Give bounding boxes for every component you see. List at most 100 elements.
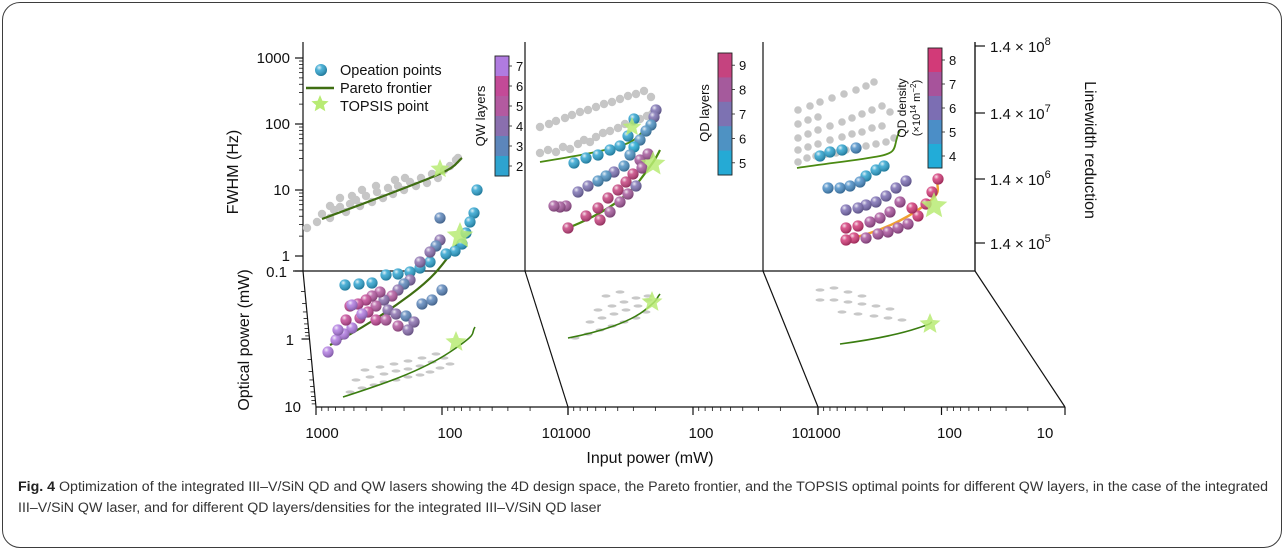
operation-point — [890, 182, 902, 194]
operation-point — [404, 266, 416, 278]
gray-point — [613, 123, 623, 133]
floor-point — [843, 290, 853, 294]
operation-point — [440, 248, 452, 260]
colorbar-tick-label: 7 — [516, 59, 523, 74]
operation-point — [840, 222, 852, 234]
colorbar-segment — [495, 156, 509, 177]
floor-point — [403, 359, 413, 363]
operation-point — [580, 210, 592, 222]
floor-point — [345, 390, 355, 394]
operation-point-shade — [814, 150, 826, 162]
operation-point-shade — [414, 256, 426, 268]
operation-point-shade — [471, 184, 483, 196]
gray-point — [605, 126, 615, 136]
operation-point — [874, 212, 886, 224]
gray-point — [599, 99, 609, 109]
caption-label: Fig. 4 — [18, 479, 56, 495]
colorbar-title: QD density — [895, 78, 909, 137]
operation-point — [900, 175, 912, 187]
operation-point-shade — [852, 202, 864, 214]
operation-point-shade — [370, 314, 382, 326]
operation-point — [471, 184, 483, 196]
operation-point — [390, 308, 402, 320]
operation-point — [322, 346, 334, 358]
operation-point — [912, 210, 924, 222]
colorbar-tick-label: 6 — [516, 79, 523, 94]
gray-point — [794, 134, 802, 142]
operation-point — [834, 182, 846, 194]
floor-point — [593, 308, 603, 312]
operation-point-shade — [836, 144, 848, 156]
operation-point — [436, 284, 448, 296]
gray-point — [567, 110, 577, 120]
gray-point — [335, 202, 345, 212]
operation-point — [370, 300, 382, 312]
operation-point-shade — [612, 184, 624, 196]
floor-point — [829, 286, 839, 290]
floor-frontier — [342, 326, 476, 398]
operation-point — [860, 232, 872, 244]
operation-point — [612, 184, 624, 196]
gray-point — [535, 148, 545, 158]
colorbar-segment — [495, 116, 509, 137]
gray-point — [794, 158, 802, 166]
legend-swatch-points — [315, 64, 327, 76]
gray-point — [803, 154, 811, 162]
floor-point — [815, 288, 825, 292]
gray-point — [814, 140, 822, 148]
operation-point — [884, 206, 896, 218]
gray-point — [838, 133, 846, 141]
operation-point-shade — [353, 278, 365, 290]
legend-label: Pareto frontier — [340, 81, 432, 97]
operation-point-shade — [402, 324, 414, 336]
operation-point-shade — [416, 298, 428, 310]
gray-point — [826, 136, 834, 144]
gray-point — [639, 86, 649, 96]
topsis-star — [641, 291, 663, 311]
operation-point-shade — [408, 316, 420, 328]
gray-point — [848, 130, 856, 138]
floor-point — [360, 368, 370, 372]
operation-point — [836, 144, 848, 156]
operation-point-shade — [840, 234, 852, 246]
operation-point-shade — [424, 246, 436, 258]
legend-sphere-shade — [315, 64, 327, 76]
operation-point — [408, 316, 420, 328]
optical-tick-label: 1 — [286, 332, 294, 349]
input-tick-label: 100 — [688, 425, 713, 442]
wall-frontier — [321, 157, 463, 221]
gray-point — [794, 146, 802, 154]
operation-point — [600, 170, 612, 182]
operation-point-shade — [620, 176, 632, 188]
gray-point — [862, 82, 870, 90]
lw-axis-title: Linewidth reduction — [1081, 81, 1098, 219]
input-tick-label: 1000 — [557, 425, 590, 442]
operation-point-shade — [592, 202, 604, 214]
operation-point — [592, 175, 604, 187]
colorbar-tick-label: 5 — [949, 125, 956, 140]
operation-point — [416, 298, 428, 310]
operation-point-shade — [622, 188, 634, 200]
operation-point-shade — [340, 314, 352, 326]
colorbar-segment — [718, 150, 732, 176]
operation-point — [614, 140, 626, 152]
operation-point-shade — [932, 173, 944, 185]
operation-point-shade — [562, 222, 574, 234]
colorbar-segment — [718, 53, 732, 78]
operation-point — [580, 152, 592, 164]
operation-point — [400, 310, 412, 322]
operation-point-shade — [392, 320, 404, 332]
operation-point-shade — [630, 180, 642, 192]
topsis-star — [622, 117, 642, 136]
operation-point — [604, 206, 616, 218]
floor-point — [351, 378, 361, 382]
operation-point — [852, 220, 864, 232]
gray-point — [560, 113, 570, 123]
colorbar-segment — [718, 126, 732, 152]
operation-point-shade — [636, 162, 648, 174]
colorbar-segment — [928, 72, 942, 97]
floor-edge — [974, 270, 1066, 408]
operation-point-shade — [366, 277, 378, 289]
operation-point — [602, 192, 614, 204]
